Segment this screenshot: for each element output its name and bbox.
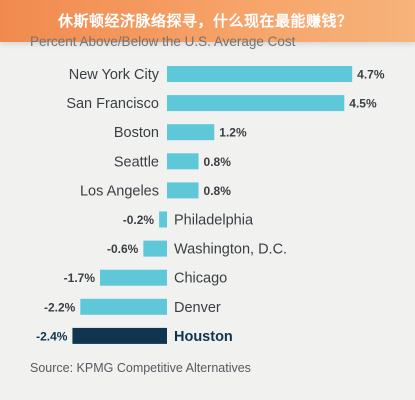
value-label: 4.7% bbox=[357, 68, 385, 82]
value-label: 0.8% bbox=[204, 184, 232, 198]
value-label: -2.2% bbox=[44, 300, 76, 314]
bar-philadelphia bbox=[159, 211, 167, 228]
category-label: Chicago bbox=[174, 271, 227, 287]
category-label: Washington, D.C. bbox=[174, 242, 287, 258]
category-label: Philadelphia bbox=[174, 213, 254, 229]
chart-source: Source: KPMG Competitive Alternatives bbox=[30, 361, 251, 375]
category-label: Boston bbox=[114, 125, 159, 141]
category-label: Seattle bbox=[114, 154, 159, 170]
bar-washington-d-c- bbox=[143, 240, 167, 257]
article-title-banner: 休斯顿经济脉络探寻，什么现在最能赚钱？ bbox=[0, 0, 415, 42]
value-label: 0.8% bbox=[204, 155, 232, 169]
value-label: 4.5% bbox=[349, 97, 377, 111]
category-label: Houston bbox=[174, 329, 233, 345]
value-label: -0.6% bbox=[107, 242, 139, 256]
category-label: San Francisco bbox=[66, 96, 159, 112]
bar-new-york-city bbox=[167, 66, 353, 82]
category-label: New York City bbox=[69, 67, 160, 83]
bar-boston bbox=[167, 124, 215, 141]
category-label: Los Angeles bbox=[80, 183, 159, 199]
bar-houston bbox=[72, 327, 167, 344]
bar-los-angeles bbox=[167, 182, 199, 199]
bar-san-francisco bbox=[167, 95, 345, 112]
chart-subtitle: Percent Above/Below the U.S. Average Cos… bbox=[30, 34, 296, 49]
category-label: Denver bbox=[174, 300, 221, 316]
value-label: 1.2% bbox=[219, 126, 247, 140]
value-label: -2.4% bbox=[36, 329, 68, 343]
bar-chicago bbox=[100, 269, 167, 286]
bar-seattle bbox=[167, 153, 199, 170]
article-title: 休斯顿经济脉络探寻，什么现在最能赚钱？ bbox=[58, 12, 353, 30]
value-label: -1.7% bbox=[64, 271, 96, 285]
value-label: -0.2% bbox=[123, 213, 155, 227]
bar-denver bbox=[80, 298, 167, 315]
